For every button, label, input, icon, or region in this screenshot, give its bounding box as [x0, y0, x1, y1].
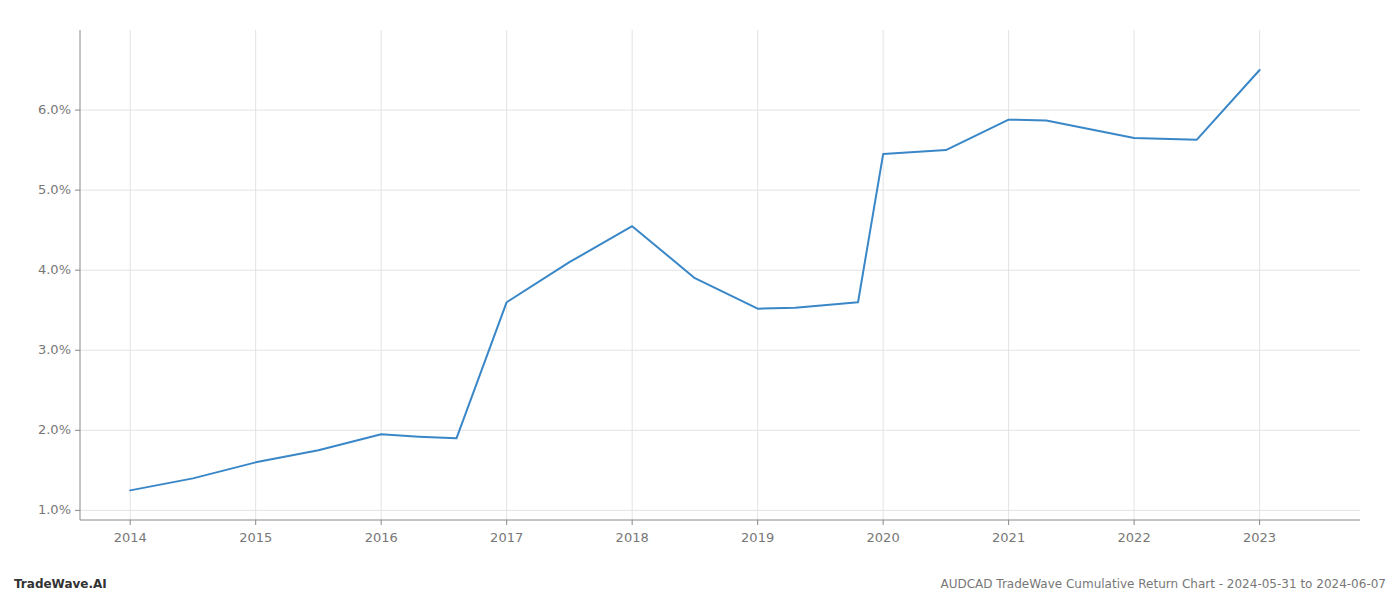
x-tick: [130, 520, 131, 525]
y-grid-line: [80, 510, 1360, 511]
x-grid-line: [255, 30, 256, 520]
y-tick: [75, 110, 80, 111]
y-tick: [75, 270, 80, 271]
x-tick: [632, 520, 633, 525]
x-tick-label: 2020: [867, 530, 900, 545]
y-tick-label: 2.0%: [38, 422, 71, 437]
x-grid-line: [1134, 30, 1135, 520]
page: {"chart_data": { "type": "line", "x": [2…: [0, 0, 1400, 600]
x-tick: [883, 520, 884, 525]
x-axis-line: [80, 520, 1360, 521]
x-tick-label: 2017: [490, 530, 523, 545]
x-grid-line: [632, 30, 633, 520]
x-tick-label: 2022: [1118, 530, 1151, 545]
y-tick-label: 5.0%: [38, 182, 71, 197]
y-grid-line: [80, 190, 1360, 191]
x-tick-label: 2014: [114, 530, 147, 545]
y-tick: [75, 350, 80, 351]
x-grid-line: [130, 30, 131, 520]
y-tick: [75, 430, 80, 431]
x-tick: [506, 520, 507, 525]
x-tick-label: 2016: [365, 530, 398, 545]
x-tick-label: 2018: [616, 530, 649, 545]
y-tick: [75, 510, 80, 511]
x-tick: [381, 520, 382, 525]
y-tick: [75, 190, 80, 191]
x-tick-label: 2019: [741, 530, 774, 545]
footer-right: AUDCAD TradeWave Cumulative Return Chart…: [940, 577, 1386, 591]
x-tick-label: 2021: [992, 530, 1025, 545]
grid: [80, 30, 1360, 520]
x-tick: [1259, 520, 1260, 525]
y-grid-line: [80, 430, 1360, 431]
x-tick: [757, 520, 758, 525]
x-tick: [1134, 520, 1135, 525]
axes: 2014 2015 2016 2017 2018 2019 2020 2021 2022 2023…: [38, 30, 1360, 545]
data-line: [130, 70, 1259, 490]
y-tick-label: 3.0%: [38, 342, 71, 357]
y-grid-line: [80, 350, 1360, 351]
x-grid-line: [1259, 30, 1260, 520]
footer: TradeWave.AI AUDCAD TradeWave Cumulative …: [14, 577, 1386, 591]
x-tick-label: 2015: [239, 530, 272, 545]
x-tick: [255, 520, 256, 525]
x-grid-line: [506, 30, 507, 520]
x-grid-line: [883, 30, 884, 520]
plot-area: [130, 70, 1259, 490]
y-axis-line: [80, 30, 81, 520]
chart-svg: 2014 2015 2016 2017 2018 2019 2020 2021 2022 2023…: [0, 0, 1400, 600]
x-tick: [1008, 520, 1009, 525]
y-tick-label: 4.0%: [38, 262, 71, 277]
y-grid-line: [80, 270, 1360, 271]
footer-left: TradeWave.AI: [14, 577, 107, 591]
x-grid-line: [1008, 30, 1009, 520]
y-grid-line: [80, 110, 1360, 111]
x-grid-line: [381, 30, 382, 520]
y-tick-label: 1.0%: [38, 502, 71, 517]
x-grid-line: [757, 30, 758, 520]
chart-container: 2014 2015 2016 2017 2018 2019 2020 2021 2022 2023…: [0, 0, 1400, 600]
y-tick-label: 6.0%: [38, 102, 71, 117]
x-tick-label: 2023: [1243, 530, 1276, 545]
